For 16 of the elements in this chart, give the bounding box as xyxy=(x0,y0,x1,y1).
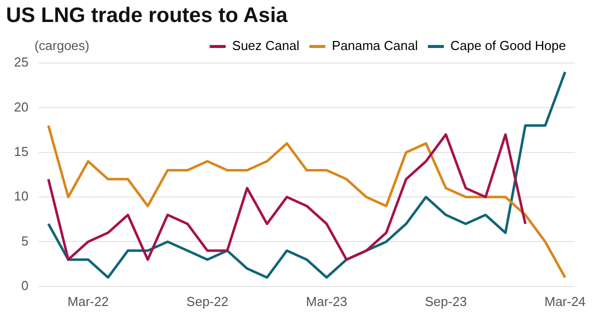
y-tick-label: 5 xyxy=(21,233,28,248)
y-tick-label: 10 xyxy=(14,188,28,204)
legend-label: Suez Canal xyxy=(232,38,300,54)
legend-label: Panama Canal xyxy=(332,38,418,54)
y-tick-label: 15 xyxy=(14,144,28,159)
y-tick-label: 25 xyxy=(14,54,28,70)
x-tick-label: Sep-22 xyxy=(186,294,228,309)
y-tick-label: 20 xyxy=(14,99,28,114)
x-tick-label: Mar-22 xyxy=(68,294,109,309)
x-tick-label: Mar-23 xyxy=(306,294,348,309)
y-axis-title: (cargoes) xyxy=(34,38,90,54)
x-tick-label: Sep-23 xyxy=(424,294,467,309)
legend-label: Cape of Good Hope xyxy=(450,38,566,54)
x-tick-label: Mar-24 xyxy=(544,294,586,309)
chart-title: US LNG trade routes to Asia xyxy=(5,3,289,29)
y-tick-label: 0 xyxy=(21,278,28,293)
